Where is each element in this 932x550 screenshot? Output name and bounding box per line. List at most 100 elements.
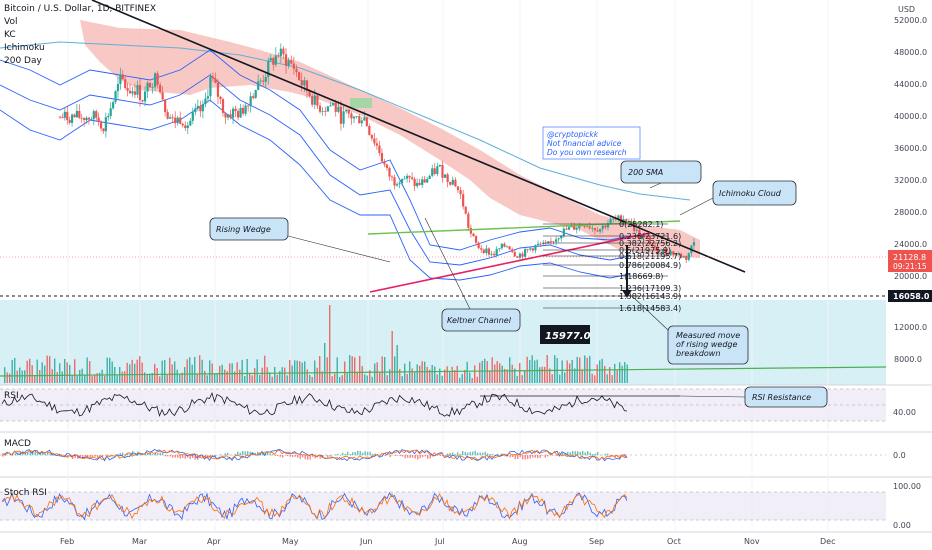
macd-tick: 0.0 — [893, 451, 906, 460]
candle-body — [68, 120, 71, 123]
macd-bar — [267, 452, 269, 456]
macd-bar — [572, 450, 574, 456]
volume-bar — [366, 375, 368, 383]
macd-bar — [454, 454, 456, 456]
macd-bar — [467, 452, 469, 456]
candle-body — [679, 253, 683, 258]
volume-bar — [181, 372, 183, 383]
candle-body — [500, 243, 503, 249]
macd-bar — [424, 455, 426, 457]
volume-bar — [179, 373, 181, 383]
candle-body — [518, 253, 522, 258]
volume-bar — [254, 368, 256, 383]
macd-bar — [239, 452, 241, 456]
volume-bar — [126, 362, 128, 383]
price-tick: 48000.0 — [894, 48, 927, 57]
macd-bar — [127, 453, 129, 456]
macd-label: MACD — [4, 439, 31, 449]
volume-bar — [286, 375, 288, 383]
callout-200-sma-text: 200 SMA — [628, 168, 663, 177]
candle-body — [214, 78, 217, 83]
volume-bar — [386, 375, 388, 383]
macd-bar — [219, 454, 221, 456]
volume-bar — [291, 365, 293, 383]
volume-bar — [626, 364, 628, 383]
price-tick: 44000.0 — [894, 80, 927, 89]
callout-200-sma-leader — [649, 182, 662, 189]
callout-measured-line-2: of rising wedge — [676, 340, 737, 349]
macd-bar — [452, 452, 454, 456]
author-handle: @cryptopickk — [547, 130, 599, 139]
volume-bar — [6, 372, 8, 383]
current-price-value: 21128.8 — [893, 253, 926, 262]
volume-bar — [314, 360, 316, 383]
candle-body — [326, 106, 329, 112]
volume-bar — [574, 368, 576, 383]
macd-bar — [472, 451, 474, 456]
stoch-tick-bottom: 0.00 — [893, 521, 911, 530]
macd-bar — [449, 453, 451, 456]
candle-body — [441, 164, 444, 178]
macd-bar — [27, 452, 29, 456]
macd-bar — [607, 453, 609, 456]
price-axis: 52000.0 48000.0 44000.0 40000.0 36000.0 32000… — [894, 16, 927, 364]
author-research: Do you own research — [547, 148, 627, 157]
macd-bar — [94, 455, 96, 457]
candle-body — [249, 96, 252, 107]
macd-bar — [182, 455, 184, 459]
candle-body — [573, 225, 576, 230]
callout-measured-line-1: Measured move — [676, 331, 740, 340]
macd-bar — [362, 452, 364, 456]
volume-bar — [529, 359, 531, 383]
right-axis — [886, 0, 932, 550]
volume-bar — [59, 363, 61, 383]
candle-body — [485, 248, 488, 254]
macd-bar — [162, 452, 164, 456]
macd-bar — [337, 453, 339, 456]
candle-body — [493, 253, 496, 256]
volume-bar — [426, 366, 428, 383]
volume-bar — [594, 375, 596, 383]
candle-body — [124, 79, 127, 89]
volume-bar — [406, 374, 408, 383]
candle-body — [416, 182, 419, 187]
volume-bar — [86, 357, 88, 383]
candle-body — [674, 254, 677, 255]
candle-body — [459, 190, 462, 195]
candle-body — [438, 164, 442, 167]
fib-label: 0.236(23721.6) — [619, 232, 681, 241]
volume-bar — [444, 369, 446, 383]
candle-body — [593, 228, 597, 231]
volume-bar — [76, 375, 78, 383]
candle-body — [521, 253, 524, 257]
candle-body — [490, 253, 493, 255]
volume-bar — [464, 369, 466, 383]
volume-bar — [521, 375, 523, 383]
stoch-band — [0, 492, 886, 520]
candle-body — [403, 178, 406, 180]
volume-bar — [504, 368, 506, 383]
macd-bar — [292, 455, 294, 457]
volume-bar — [24, 370, 26, 383]
volume-bar — [384, 356, 386, 383]
candle-body — [206, 96, 210, 99]
volume-bar — [224, 369, 226, 383]
macd-bar — [557, 455, 559, 456]
candle-body — [536, 243, 540, 246]
macd-bar — [497, 453, 499, 456]
macd-bar — [32, 451, 34, 456]
volume-bar — [441, 375, 443, 383]
macd-bar — [489, 454, 491, 456]
macd-bar — [144, 453, 146, 456]
volume-bar — [506, 369, 508, 383]
candle-body — [562, 228, 565, 236]
macd-bar — [307, 455, 309, 460]
wedge-upper-line — [367, 220, 681, 235]
volume-bar — [159, 376, 161, 383]
macd-bar — [447, 453, 449, 456]
fib-label: 0.786(20084.9) — [619, 261, 681, 270]
candle-body — [269, 58, 272, 61]
volume-bar — [524, 370, 526, 383]
macd-bar — [312, 455, 314, 457]
